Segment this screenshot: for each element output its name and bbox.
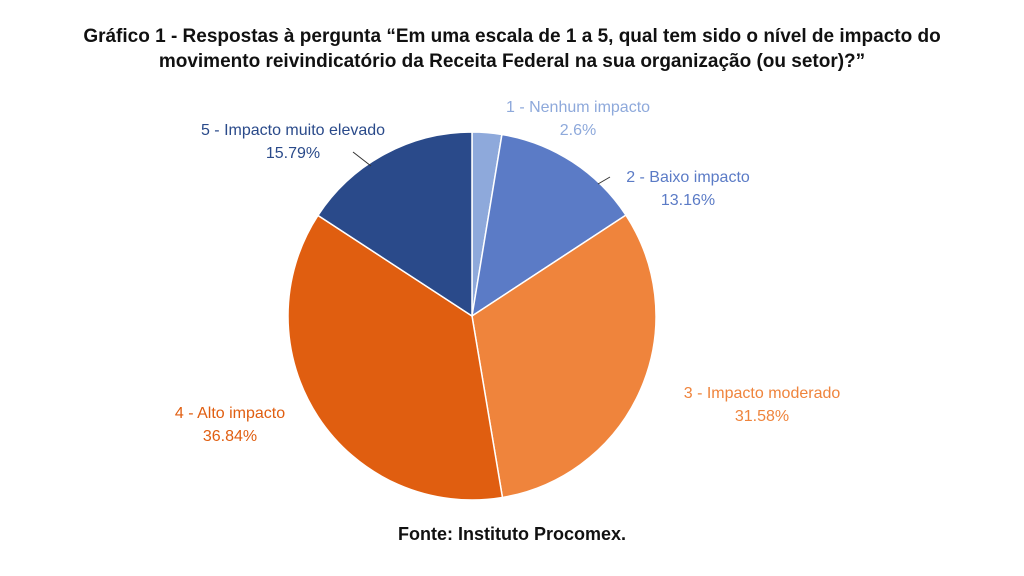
slice-label-1: 1 - Nenhum impacto — [506, 99, 650, 116]
chart-title-line-2: movimento reivindicatório da Receita Fed… — [158, 51, 866, 72]
slice-label-4: 4 - Alto impacto — [175, 405, 285, 422]
pie-slice-3 — [471, 214, 657, 499]
leader-line-2 — [597, 176, 611, 185]
pie-slice-4 — [287, 214, 504, 501]
pie-slice-2 — [470, 133, 627, 318]
leader-line-5 — [352, 151, 372, 167]
chart-title: Gráfico 1 - Respostas à pergunta “Em uma… — [20, 24, 1004, 74]
slice-value-label-5: 15.79% — [266, 145, 320, 162]
slice-value-label-2: 13.16% — [661, 192, 715, 209]
slice-value-label-3: 31.58% — [735, 408, 789, 425]
slice-value-label-1: 2.6% — [560, 122, 596, 139]
pie-slice-5 — [316, 131, 473, 318]
slice-value-label-4: 36.84% — [203, 428, 257, 445]
slice-label-2: 2 - Baixo impacto — [626, 169, 750, 186]
slice-label-5: 5 - Impacto muito elevado — [201, 122, 385, 139]
chart-title-line-1: Gráfico 1 - Respostas à pergunta “Em uma… — [83, 26, 941, 47]
slice-label-3: 3 - Impacto moderado — [684, 385, 841, 402]
source-note: Fonte: Instituto Procomex. — [397, 524, 626, 544]
